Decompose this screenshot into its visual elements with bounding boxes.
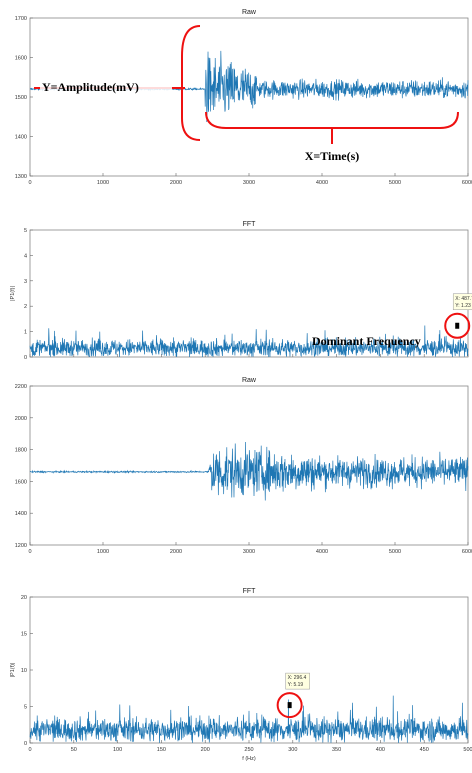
x-tick-label: 6000 [462, 180, 472, 186]
y-tick-label: 1300 [15, 174, 27, 180]
x-tick-label: 3000 [243, 180, 255, 186]
y-tick-label: 0 [24, 355, 27, 361]
signal-line [29, 442, 469, 501]
x-tick-label: 100 [113, 747, 122, 753]
datatip-marker [455, 322, 460, 329]
dominant-frequency-label: Dominant Frequency [312, 334, 421, 348]
y-annotation-text: Y=Amplitude(mV) [42, 80, 139, 94]
y-tick-label: 2200 [15, 384, 27, 390]
y-tick-label: 2 [24, 304, 27, 310]
y-tick-label: 1400 [15, 135, 27, 141]
signal-line [29, 325, 469, 358]
signal-line [29, 695, 469, 743]
y-axis-label: |P1(f)| [10, 663, 16, 678]
datatip-box [452, 293, 472, 311]
y-tick-label: 1200 [15, 543, 27, 549]
axes-box [29, 229, 469, 358]
y-tick-label: 1800 [15, 448, 27, 454]
y-tick-label: 5 [24, 228, 27, 234]
y-annotation-bracket [181, 25, 201, 141]
x-tick-label: 5000 [389, 180, 401, 186]
y-tick-label: 20 [21, 595, 27, 601]
x-tick-label: 0 [28, 549, 31, 555]
x-tick-label: 450 [420, 747, 429, 753]
highlight-circle [444, 312, 471, 339]
datatip-x-label: X: 487.7 [455, 296, 472, 302]
datatip-y-label: Y: 5.19 [288, 682, 304, 688]
y-axis-label: |P1(f)| [10, 286, 16, 301]
panel-title: Raw [242, 9, 257, 16]
x-tick-label: 500 [463, 747, 472, 753]
x-tick-label: 0 [28, 180, 31, 186]
panel-title: Raw [242, 377, 257, 384]
x-tick-label: 4000 [316, 180, 328, 186]
datatip-y-label: Y: 1.23 [455, 303, 471, 309]
x-tick-label: 5000 [389, 549, 401, 555]
panel-title: FFT [243, 588, 257, 595]
x-annotation-text: X=Time(s) [305, 149, 360, 163]
y-tick-label: 1500 [15, 95, 27, 101]
datatip-box [285, 672, 310, 690]
x-tick-label: 0 [28, 747, 31, 753]
y-annotation-bg [40, 78, 172, 94]
x-tick-label: 250 [244, 747, 253, 753]
axes-box [29, 17, 469, 177]
y-tick-label: 10 [21, 668, 27, 674]
x-tick-label: 3000 [243, 549, 255, 555]
x-tick-label: 300 [288, 747, 297, 753]
x-tick-label: 6000 [462, 549, 472, 555]
x-axis-label: f (Hz) [242, 756, 256, 762]
y-tick-label: 1600 [15, 56, 27, 62]
x-tick-label: 1000 [97, 549, 109, 555]
y-tick-label: 5 [24, 705, 27, 711]
datatip-marker [287, 702, 292, 709]
chart-panel-1: Raw 1300 1400 1500 1600 1700 0 1000 2000 3000 4000… [15, 9, 472, 186]
y-tick-label: 1 [24, 330, 27, 336]
y-tick-label: 3 [24, 279, 27, 285]
chart-panel-3: Raw 1200 1400 1600 1800 2000 2200 0 1000 2000 3000… [15, 377, 472, 555]
x-tick-label: 400 [376, 747, 385, 753]
x-tick-label: 150 [157, 747, 166, 753]
x-tick-label: 2000 [170, 549, 182, 555]
y-tick-label: 1700 [15, 16, 27, 22]
chart-panel-2: FFT 0 1 2 3 4 5 |P1(f)| X: 487.7Y: 1.23 [10, 221, 472, 361]
x-tick-label: 200 [201, 747, 210, 753]
y-tick-label: 15 [21, 632, 27, 638]
x-tick-label: 1000 [97, 180, 109, 186]
x-tick-label: 2000 [170, 180, 182, 186]
y-tick-label: 4 [24, 253, 27, 259]
highlight-circle [276, 692, 303, 719]
y-tick-label: 2000 [15, 416, 27, 422]
datatip-x-label: X: 296.4 [288, 675, 307, 681]
x-tick-label: 50 [71, 747, 77, 753]
y-tick-label: 1400 [15, 511, 27, 517]
panel-title: FFT [243, 221, 257, 228]
axes-box [29, 385, 469, 546]
x-tick-label: 350 [332, 747, 341, 753]
y-tick-label: 1600 [15, 479, 27, 485]
y-tick-label: 0 [24, 741, 27, 747]
x-tick-label: 4000 [316, 549, 328, 555]
